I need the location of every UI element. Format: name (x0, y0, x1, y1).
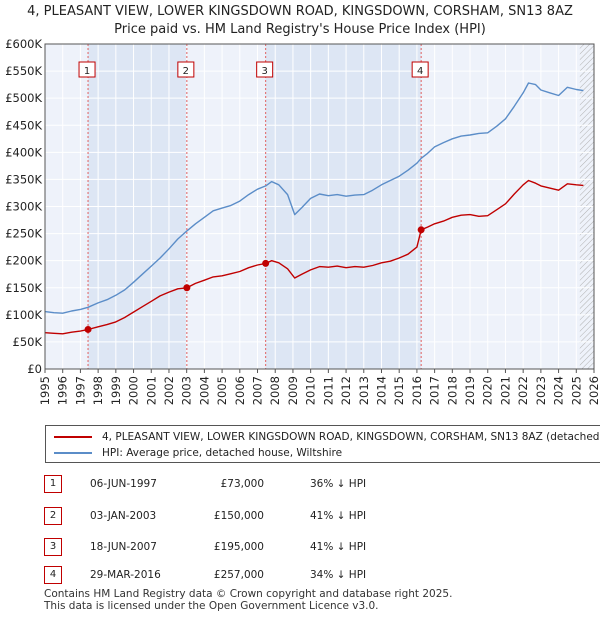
legend-label-hpi: HPI: Average price, detached house, Wilt… (102, 447, 343, 459)
property-series-line (44, 179, 584, 335)
sale-marker-label: 1 (84, 66, 90, 77)
sale-marker-label: 3 (261, 66, 267, 77)
x-tick-label: 1996 (56, 376, 70, 405)
transaction-hpi-diff: 34% ↓ HPI (310, 569, 367, 581)
plot-border (44, 43, 595, 370)
x-tick-label: 2021 (498, 376, 512, 405)
transaction-date: 03-JAN-2003 (90, 510, 157, 522)
y-tick-label: £550K (5, 64, 42, 78)
sale-marker-box (177, 61, 195, 78)
sale-marker-label: 4 (417, 66, 423, 77)
transaction-price: £73,000 (220, 478, 264, 490)
hpi-series-line (44, 82, 584, 314)
x-tick-label: 2002 (162, 376, 176, 405)
x-tick-label: 2012 (339, 376, 353, 405)
x-tick-label: 2020 (481, 376, 495, 405)
y-tick-label: £100K (5, 308, 42, 322)
transaction-number: 4 (44, 566, 62, 584)
y-tick-label: £50K (13, 335, 43, 349)
x-tick-label: 2014 (374, 376, 388, 405)
sale-marker-label: 2 (183, 66, 189, 77)
transaction-number: 3 (44, 538, 62, 556)
chart-subtitle: Price paid vs. HM Land Registry's House … (114, 22, 486, 37)
transaction-date: 29-MAR-2016 (90, 569, 161, 581)
transaction-price: £195,000 (213, 541, 264, 553)
x-tick-label: 1995 (38, 376, 52, 405)
y-tick-label: £600K (5, 37, 42, 51)
transaction-hpi-diff: 41% ↓ HPI (310, 510, 367, 522)
sale-point (84, 325, 92, 333)
x-tick-label: 2010 (304, 376, 318, 405)
y-tick-label: £450K (5, 118, 42, 132)
x-tick-label: 2025 (569, 376, 583, 405)
x-tick-label: 2000 (127, 376, 141, 405)
transaction-price: £150,000 (213, 510, 264, 522)
x-tick-label: 2004 (197, 376, 211, 405)
x-tick-label: 2011 (321, 376, 335, 405)
x-tick-label: 2023 (534, 376, 548, 405)
y-tick-label: £250K (5, 227, 42, 241)
x-tick-label: 2017 (428, 376, 442, 405)
sale-marker-box (78, 61, 96, 78)
x-tick-label: 2015 (392, 376, 406, 405)
sale-point (262, 259, 270, 267)
x-tick-label: 2024 (552, 376, 566, 405)
x-tick-label: 2019 (463, 376, 477, 405)
sale-marker-box (411, 61, 429, 78)
chart-title: 4, PLEASANT VIEW, LOWER KINGSDOWN ROAD, … (27, 4, 573, 19)
y-tick-label: £200K (5, 254, 42, 268)
x-tick-label: 2022 (516, 376, 530, 405)
transaction-hpi-diff: 41% ↓ HPI (310, 541, 367, 553)
legend: 4, PLEASANT VIEW, LOWER KINGSDOWN ROAD, … (45, 425, 600, 463)
x-tick-label: 2026 (587, 376, 600, 405)
x-tick-label: 2008 (268, 376, 282, 405)
transaction-date: 18-JUN-2007 (90, 541, 157, 553)
legend-swatch-hpi (54, 452, 92, 454)
x-tick-label: 1997 (73, 376, 87, 405)
y-tick-label: £150K (5, 281, 42, 295)
x-tick-label: 2006 (233, 376, 247, 405)
legend-swatch-property (54, 436, 92, 438)
sale-marker-box (256, 61, 274, 78)
legend-label-property: 4, PLEASANT VIEW, LOWER KINGSDOWN ROAD, … (102, 431, 600, 443)
y-tick-label: £300K (5, 200, 42, 214)
y-tick-label: £400K (5, 145, 42, 159)
transaction-number: 1 (44, 475, 62, 493)
sale-point (417, 226, 425, 234)
y-tick-label: £0 (27, 362, 42, 376)
x-tick-label: 1999 (109, 376, 123, 405)
x-tick-label: 1998 (91, 376, 105, 405)
x-tick-label: 2016 (410, 376, 424, 405)
x-tick-label: 2001 (144, 376, 158, 405)
footer-license: This data is licensed under the Open Gov… (44, 600, 379, 612)
x-tick-label: 2005 (215, 376, 229, 405)
x-tick-label: 2003 (180, 376, 194, 405)
transaction-price: £257,000 (213, 569, 264, 581)
x-tick-label: 2007 (251, 376, 265, 405)
transaction-hpi-diff: 36% ↓ HPI (310, 478, 367, 490)
transaction-number: 2 (44, 507, 62, 525)
x-tick-label: 2013 (357, 376, 371, 405)
sale-point (183, 284, 191, 292)
price-chart: £0 £50K £100K £150K £200K £250K £300K £350K £400… (5, 37, 600, 405)
y-tick-label: £350K (5, 172, 42, 186)
footer: Contains HM Land Registry data © Crown c… (44, 588, 452, 612)
footer-copyright: Contains HM Land Registry data © Crown c… (44, 588, 453, 600)
x-tick-label: 2009 (286, 376, 300, 405)
legend-item-property: 4, PLEASANT VIEW, LOWER KINGSDOWN ROAD, … (54, 429, 600, 445)
x-tick-label: 2018 (445, 376, 459, 405)
y-tick-label: £500K (5, 91, 42, 105)
legend-item-hpi: HPI: Average price, detached house, Wilt… (54, 445, 342, 461)
transaction-date: 06-JUN-1997 (90, 478, 157, 490)
